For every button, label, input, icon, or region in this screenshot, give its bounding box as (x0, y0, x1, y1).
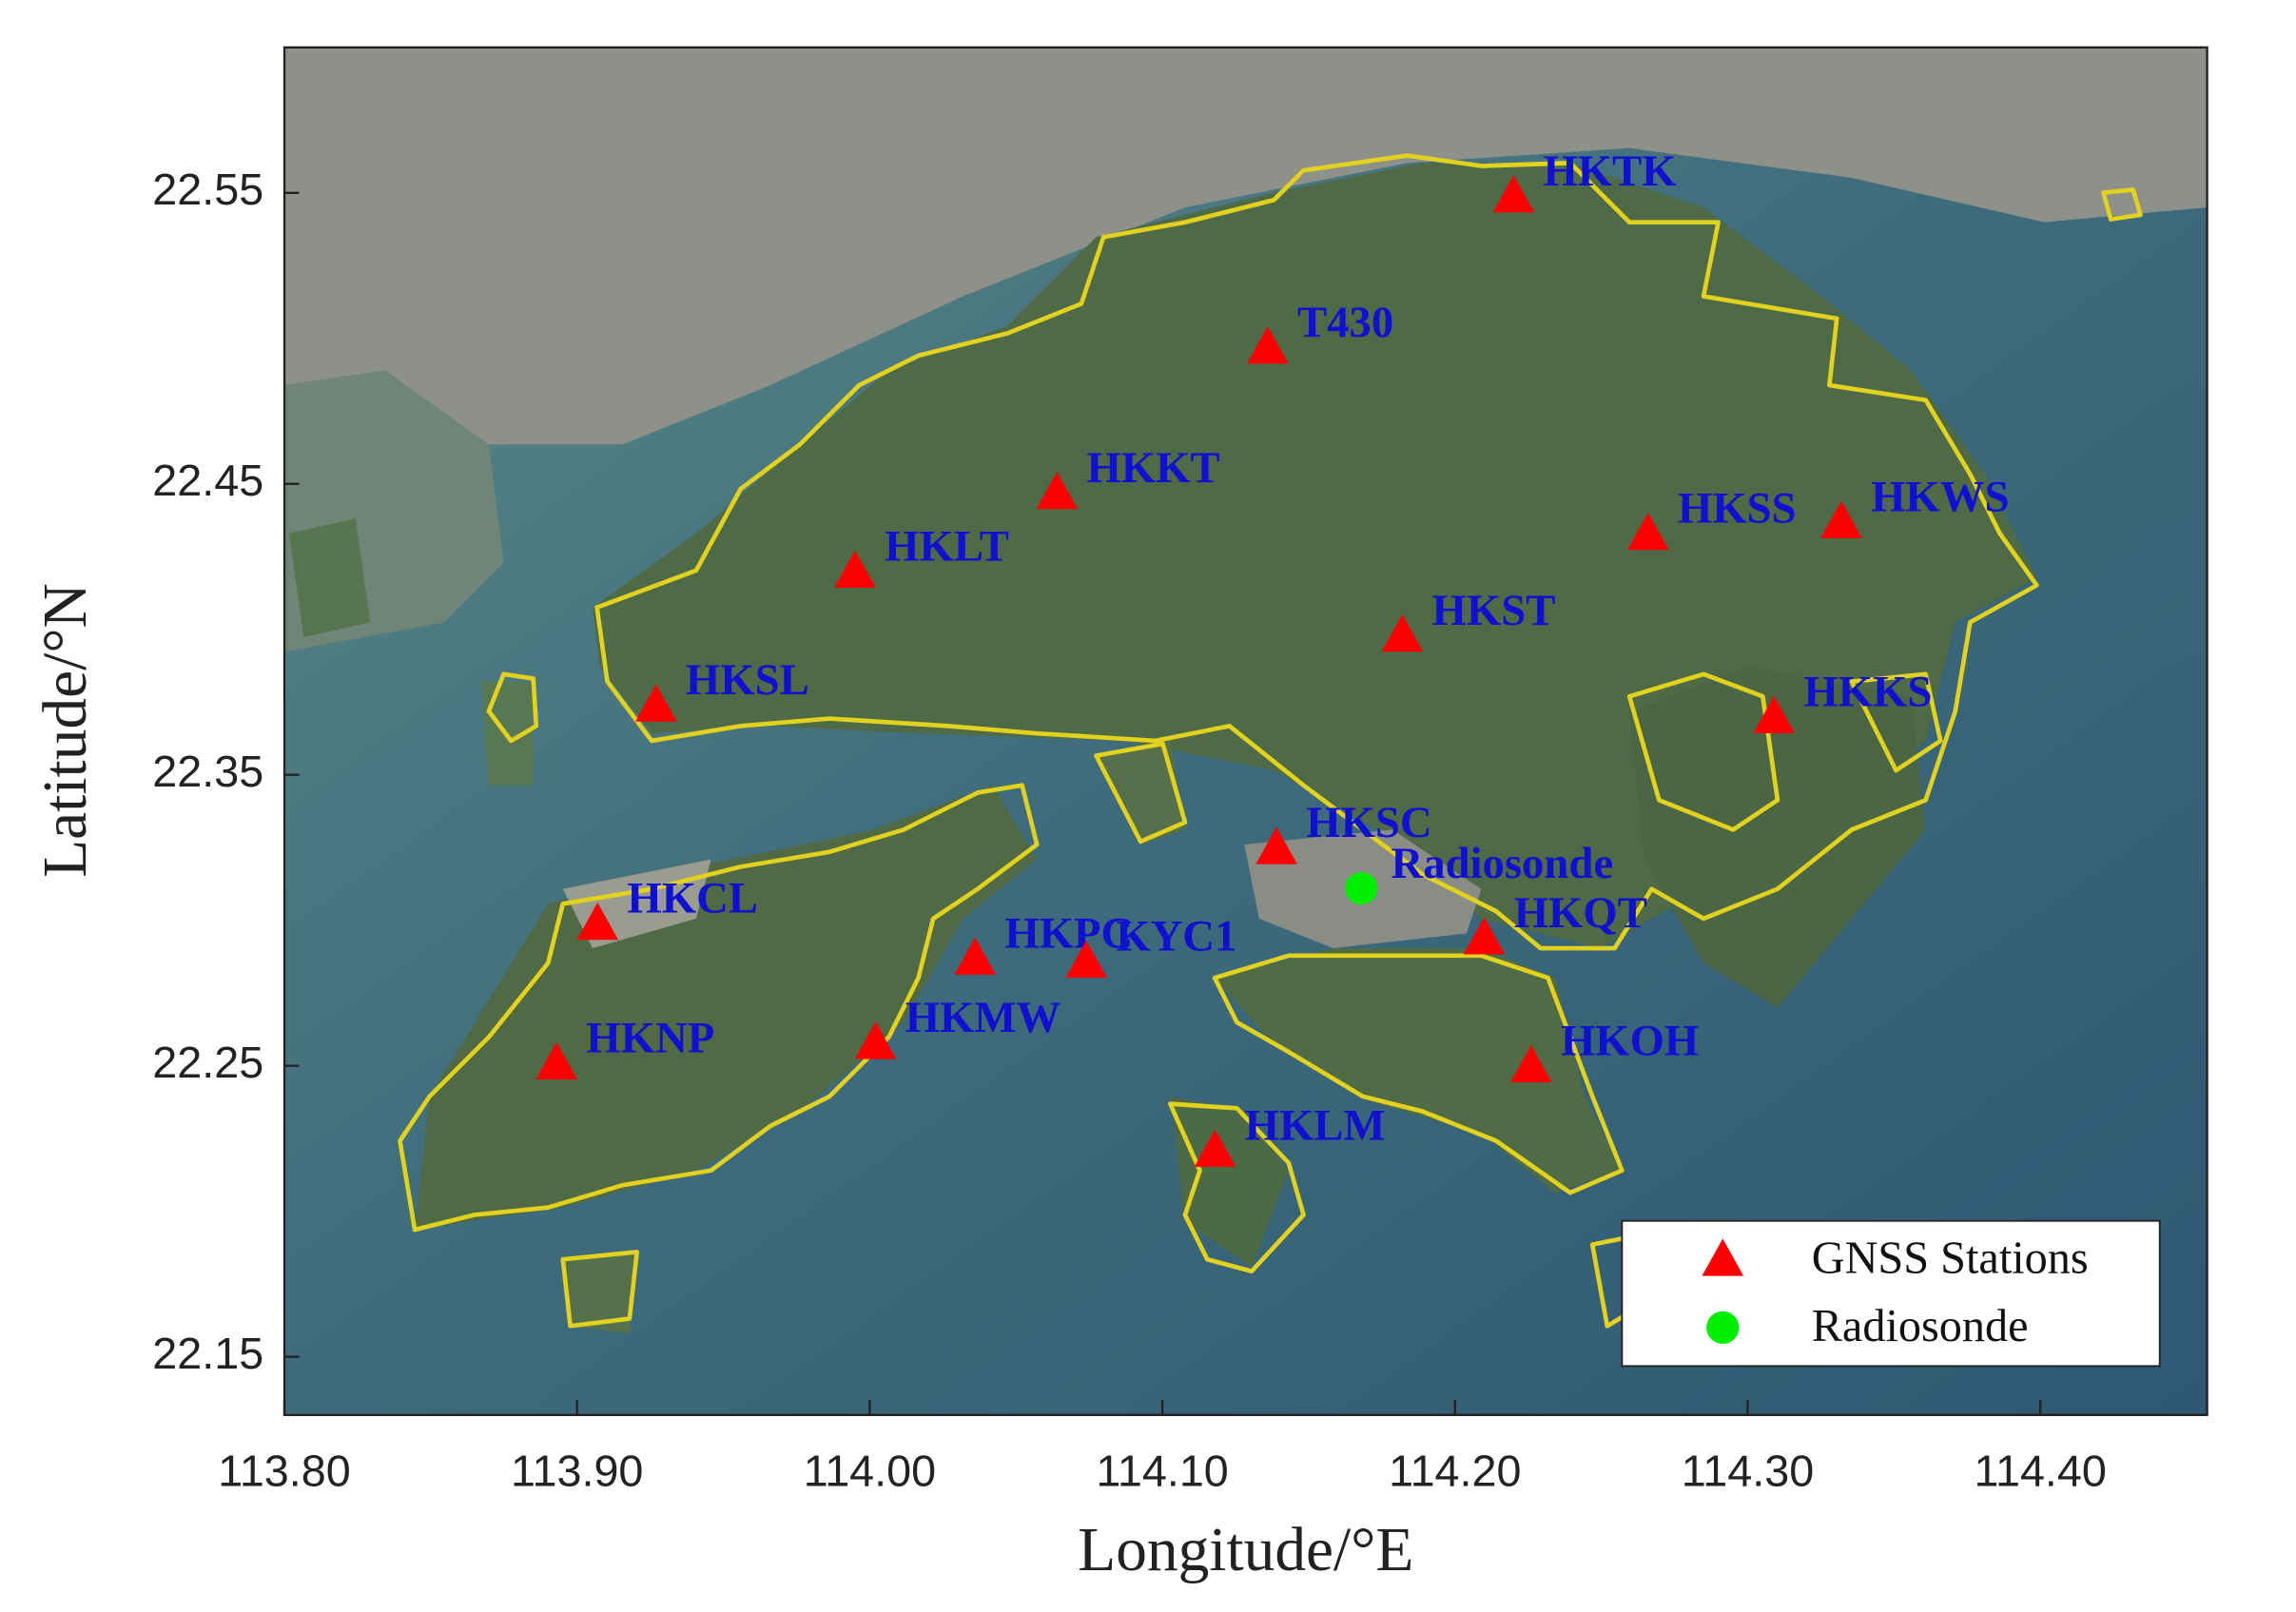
legend: GNSS Stations Radiosonde (1621, 1219, 2161, 1368)
station-label: HKPC (1004, 908, 1133, 958)
x-tick-label: 114.20 (1389, 1446, 1521, 1495)
station-marker (1065, 940, 1107, 978)
station-label: HKKT (1086, 443, 1219, 493)
station-marker (1463, 917, 1506, 955)
x-axis-label: Longitude/°E (1078, 1516, 1413, 1584)
x-tick-label: 114.30 (1682, 1446, 1814, 1495)
station-marker (1627, 512, 1669, 551)
legend-label: Radiosonde (1812, 1301, 2029, 1351)
station-label: HKLT (885, 521, 1009, 571)
station-label: KYC1 (1116, 911, 1236, 961)
plot-frame (282, 46, 2208, 1416)
station-label: HKKS (1803, 667, 1932, 716)
y-tick-label: 22.25 (152, 1038, 263, 1087)
station-marker (834, 550, 876, 589)
station-marker (1753, 695, 1795, 733)
x-tick-label: 114.10 (1096, 1446, 1228, 1495)
station-marker (1345, 871, 1378, 905)
x-tick-label: 113.80 (218, 1446, 350, 1495)
station-marker (1194, 1129, 1236, 1167)
station-label: HKST (1432, 586, 1556, 635)
station-label: HKSL (686, 655, 809, 705)
station-label: HKCL (627, 874, 758, 923)
station-marker (1492, 175, 1535, 213)
station-marker (1381, 614, 1424, 652)
legend-label: GNSS Stations (1812, 1233, 2089, 1283)
legend-box (1621, 1219, 2161, 1368)
station-label: HKLM (1245, 1100, 1386, 1150)
y-tick-label: 22.45 (152, 456, 263, 505)
station-marker (1820, 500, 1862, 538)
station-label: T430 (1297, 298, 1393, 347)
legend-marker (1702, 1238, 1744, 1276)
station-label: HKTK (1543, 146, 1676, 196)
station-marker (634, 684, 677, 722)
x-tick-label: 114.00 (804, 1446, 936, 1495)
station-marker (854, 1021, 897, 1059)
station-label: HKMW (905, 993, 1060, 1042)
station-marker (1247, 326, 1289, 364)
station-label: HKOH (1561, 1017, 1699, 1066)
station-marker (1255, 826, 1297, 864)
station-label: HKNP (586, 1014, 714, 1063)
station-label: HKSS (1678, 484, 1797, 534)
y-tick-label: 22.55 (152, 165, 263, 214)
station-marker (1509, 1044, 1552, 1083)
station-marker (954, 937, 996, 975)
y-axis-label: Latitude/°N (31, 583, 100, 878)
y-tick-label: 22.15 (152, 1329, 263, 1378)
station-marker (535, 1041, 577, 1080)
legend-marker (1706, 1311, 1740, 1345)
station-label: HKWS (1871, 472, 2009, 521)
satellite-background (284, 47, 2208, 1415)
x-tick-label: 113.90 (511, 1446, 643, 1495)
x-tick-label: 114.40 (1974, 1446, 2106, 1495)
station-label: HKSC (1306, 798, 1431, 847)
station-marker (576, 902, 619, 941)
y-tick-label: 22.35 (152, 747, 263, 796)
station-label: Radiosonde (1391, 839, 1613, 888)
station-label: HKQT (1514, 888, 1647, 938)
station-marker (1036, 472, 1079, 510)
